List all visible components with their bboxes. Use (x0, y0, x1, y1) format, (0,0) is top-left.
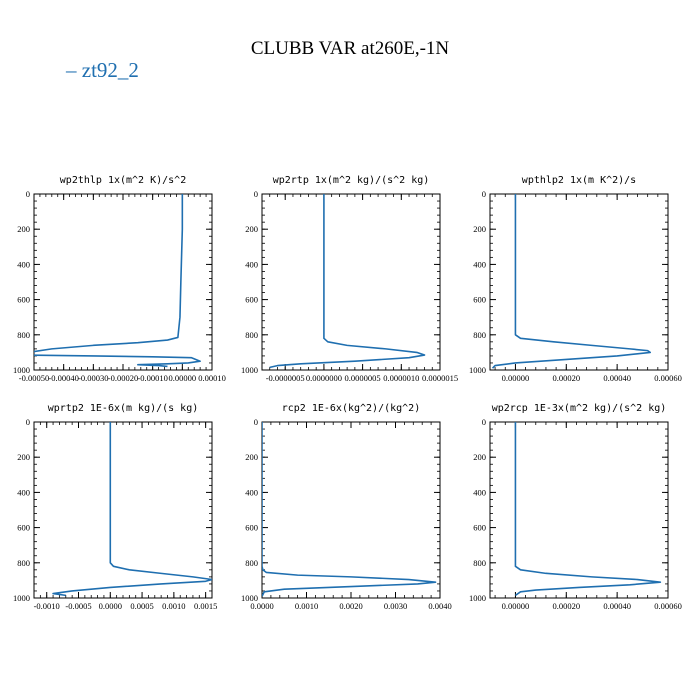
legend: – zt92_2 (65, 58, 139, 82)
x-tick-label: 0.00060 (654, 601, 682, 611)
y-tick-label: 0 (254, 189, 258, 199)
x-tick-label: -0.00030 (78, 373, 108, 383)
x-tick-label: 0.0010 (295, 601, 318, 611)
y-tick-label: 0 (26, 417, 30, 427)
y-tick-label: 600 (473, 523, 486, 533)
y-tick-label: 200 (17, 224, 30, 234)
panel-3: wpthlp2 1x(m K^2)/s 0 200 400 600 800 1000 0.00… (469, 175, 682, 383)
x-tick-label: 0.00010 (198, 373, 226, 383)
figure-title: CLUBB VAR at260E,-1N (251, 38, 450, 59)
y-tick-label: 600 (245, 523, 258, 533)
x-tick-label: 0.0000010 (383, 373, 419, 383)
y-tick-label: 0 (482, 417, 486, 427)
legend-dash: – (65, 58, 82, 82)
y-tick-label: 400 (17, 487, 30, 497)
x-tick-label: 0.00040 (603, 373, 631, 383)
x-tick-label: 0.00060 (654, 373, 682, 383)
panel-title: wp2thlp 1x(m^2 K)/s^2 (60, 175, 186, 186)
panel-title: rcp2 1E-6x(kg^2)/(kg^2) (282, 403, 420, 414)
panel-6: wp2rcp 1E-3x(m^2 kg)/(s^2 kg) 0 200 400 600 8… (469, 403, 682, 611)
series-line (269, 194, 426, 369)
series-line (52, 422, 212, 597)
x-tick-label: -0.00040 (48, 373, 78, 383)
y-tick-label: 400 (245, 487, 258, 497)
y-tick-label: 1000 (13, 365, 30, 375)
y-tick-label: 200 (245, 452, 258, 462)
plot-frame (261, 421, 441, 599)
y-tick-label: 800 (245, 558, 258, 568)
x-tick-label: 0.0020 (339, 601, 362, 611)
plot-frame (261, 193, 441, 371)
x-tick-label: -0.00020 (108, 373, 138, 383)
x-tick-label: 0.0000005 (345, 373, 381, 383)
y-tick-label: 0 (482, 189, 486, 199)
x-tick-label: 0.0005 (130, 601, 153, 611)
x-tick-label: 0.00040 (603, 601, 631, 611)
x-tick-label: -0.00050 (19, 373, 49, 383)
y-tick-label: 600 (473, 295, 486, 305)
x-tick-label: 0.0030 (384, 601, 407, 611)
y-tick-label: 1000 (13, 593, 30, 603)
legend-label-text: zt92_2 (82, 58, 139, 82)
y-tick-label: 800 (473, 558, 486, 568)
plot-frame (489, 421, 669, 599)
y-tick-label: 0 (26, 189, 30, 199)
y-tick-label: 200 (473, 452, 486, 462)
x-tick-label: 0.0040 (428, 601, 451, 611)
panel-grid: wp2thlp 1x(m^2 K)/s^202004006008001000-0… (13, 175, 682, 611)
y-tick-label: 200 (473, 224, 486, 234)
y-tick-label: 1000 (469, 593, 486, 603)
y-tick-label: 200 (245, 224, 258, 234)
series-line (514, 422, 662, 597)
y-tick-label: 600 (17, 295, 30, 305)
y-tick-label: 400 (17, 259, 30, 269)
y-tick-label: 1000 (241, 593, 258, 603)
panel-title: wprtp2 1E-6x(m kg)/(s kg) (48, 403, 199, 414)
legend-label: – zt92_2 (65, 58, 139, 82)
x-tick-label: -0.0000005 (266, 373, 305, 383)
y-tick-label: 1000 (241, 365, 258, 375)
y-tick-label: 0 (254, 417, 258, 427)
y-tick-label: 800 (17, 558, 30, 568)
panel-4: wprtp2 1E-6x(m kg)/(s kg) 0 200 400 600 800 10… (13, 403, 217, 611)
panel-1: wp2thlp 1x(m^2 K)/s^202004006008001000-0… (13, 175, 226, 383)
plot-frame (489, 193, 669, 371)
series-line (491, 194, 652, 369)
x-tick-label: 0.00000 (502, 373, 530, 383)
x-tick-label: 0.0000 (99, 601, 122, 611)
plot-frame (33, 421, 213, 599)
x-tick-label: 0.0000000 (306, 373, 342, 383)
y-tick-label: 600 (245, 295, 258, 305)
y-tick-label: 200 (17, 452, 30, 462)
x-tick-label: 0.0000015 (422, 373, 458, 383)
y-tick-label: 800 (473, 330, 486, 340)
y-tick-label: 400 (473, 259, 486, 269)
x-tick-label: 0.0015 (194, 601, 217, 611)
y-tick-label: 800 (17, 330, 30, 340)
series-line (262, 422, 437, 597)
x-tick-label: 0.00020 (552, 601, 580, 611)
x-tick-label: -0.0010 (34, 601, 60, 611)
panel-title: wpthlp2 1x(m K^2)/s (522, 175, 636, 186)
x-tick-label: -0.00010 (137, 373, 167, 383)
x-tick-label: 0.00000 (502, 601, 530, 611)
x-tick-label: 0.00000 (169, 373, 197, 383)
x-tick-label: 0.0000 (250, 601, 273, 611)
y-tick-label: 400 (473, 487, 486, 497)
y-tick-label: 800 (245, 330, 258, 340)
panel-2: wp2rtp 1x(m^2 kg)/(s^2 kg) 0 200 400 600 800 1… (241, 175, 458, 383)
x-tick-label: 0.00020 (552, 373, 580, 383)
y-tick-label: 600 (17, 523, 30, 533)
panel-title: wp2rcp 1E-3x(m^2 kg)/(s^2 kg) (492, 403, 667, 414)
panel-title: wp2rtp 1x(m^2 kg)/(s^2 kg) (273, 175, 430, 186)
y-tick-label: 1000 (469, 365, 486, 375)
x-tick-label: 0.0010 (162, 601, 185, 611)
x-tick-label: -0.0005 (65, 601, 91, 611)
panel-5: rcp2 1E-6x(kg^2)/(kg^2) 0 200 400 600 800 1000… (241, 403, 452, 611)
y-tick-label: 400 (245, 259, 258, 269)
series-line (34, 194, 201, 368)
